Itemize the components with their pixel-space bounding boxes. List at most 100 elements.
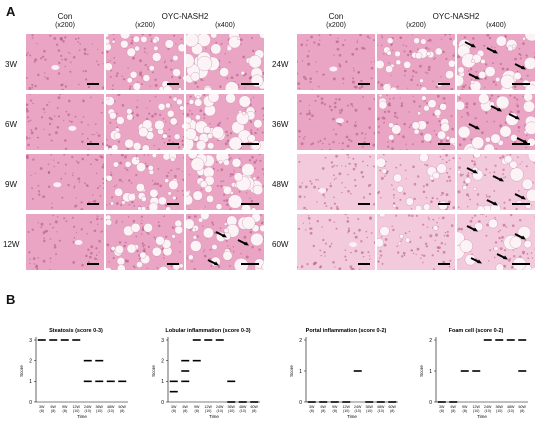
- scale-bar: [438, 203, 450, 205]
- histology-image: [25, 213, 105, 271]
- y-tick-label: 3: [29, 338, 32, 344]
- scale-bar: [241, 143, 259, 145]
- x-tick-label: (8): [252, 409, 256, 413]
- scale-bar: [358, 143, 370, 145]
- scale-bar: [438, 263, 450, 265]
- histology-image: [456, 93, 536, 151]
- histology-image: [105, 213, 185, 271]
- row-label: 12W: [3, 240, 19, 249]
- scale-bar: [512, 203, 530, 205]
- y-axis-label: Score: [151, 365, 156, 377]
- right-mag-oyc200: (x200): [376, 22, 456, 29]
- histology-image: [296, 153, 376, 211]
- x-axis-label: Time: [347, 414, 357, 419]
- x-tick-label: (10): [205, 409, 211, 413]
- x-tick-label: (10): [508, 409, 514, 413]
- y-axis-label: Score: [19, 365, 24, 377]
- row-label: 24W: [272, 60, 288, 69]
- x-tick-label: (10): [355, 409, 361, 413]
- x-tick-label: (8): [321, 409, 325, 413]
- x-tick-label: (10): [96, 409, 102, 413]
- x-tick-label: (10): [485, 409, 491, 413]
- x-tick-label: (10): [378, 409, 384, 413]
- panel-a-label: A: [6, 4, 15, 19]
- right-mag-oyc400: (x400): [456, 22, 536, 29]
- histology-image: [296, 93, 376, 151]
- scale-bar: [87, 203, 99, 205]
- row-label: 36W: [272, 120, 288, 129]
- left-mag-oyc400: (x400): [185, 22, 265, 29]
- chart-title: Lobular inflammation (score 0-3): [165, 328, 250, 334]
- scale-bar: [358, 203, 370, 205]
- x-tick-label: (10): [217, 409, 223, 413]
- y-tick-label: 0: [161, 400, 164, 406]
- y-tick-label: 1: [29, 379, 32, 385]
- row-label: 6W: [5, 120, 17, 129]
- x-tick-label: (10): [473, 409, 479, 413]
- x-tick-label: (10): [496, 409, 502, 413]
- x-tick-label: (8): [40, 409, 44, 413]
- panel-b-label: B: [6, 292, 15, 307]
- right-oyc-header: OYC-NASH2: [376, 12, 536, 21]
- scale-bar: [512, 83, 530, 85]
- x-tick-label: (10): [85, 409, 91, 413]
- scale-bar: [438, 143, 450, 145]
- y-tick-label: 2: [429, 338, 432, 344]
- x-tick-label: (8): [63, 409, 67, 413]
- y-axis-label: Score: [289, 365, 294, 377]
- left-mag-con: (x200): [25, 22, 105, 29]
- x-tick-label: (8): [520, 409, 524, 413]
- scale-bar: [167, 263, 179, 265]
- histology-image: [105, 153, 185, 211]
- scale-bar: [167, 143, 179, 145]
- row-label: 60W: [272, 240, 288, 249]
- scale-bar: [167, 203, 179, 205]
- histology-image: [376, 33, 456, 91]
- y-tick-label: 0: [429, 400, 432, 406]
- scale-bar: [512, 143, 530, 145]
- histology-image: [296, 213, 376, 271]
- histology-image: [456, 153, 536, 211]
- scale-bar: [87, 83, 99, 85]
- row-label: 48W: [272, 180, 288, 189]
- histology-image: [376, 213, 456, 271]
- y-tick-label: 1: [161, 379, 164, 385]
- x-tick-label: (8): [51, 409, 55, 413]
- y-tick-label: 3: [161, 338, 164, 344]
- histology-image: [185, 153, 265, 211]
- scale-bar: [241, 263, 259, 265]
- scale-bar: [512, 263, 530, 265]
- y-axis-label: Score: [419, 365, 424, 377]
- score-charts-svg: Steatosis (score 0-3)0123Score3W(8)6W(8)…: [8, 318, 548, 426]
- scale-bar: [358, 263, 370, 265]
- x-tick-label: (8): [451, 409, 455, 413]
- chart-title: Foam cell (score 0-2): [449, 328, 504, 334]
- y-tick-label: 2: [299, 338, 302, 344]
- x-tick-label: (8): [310, 409, 314, 413]
- x-tick-label: (8): [440, 409, 444, 413]
- histology-image: [105, 93, 185, 151]
- histology-image: [185, 93, 265, 151]
- histology-image: [185, 213, 265, 271]
- histology-image: [456, 213, 536, 271]
- left-mag-oyc200: (x200): [105, 22, 185, 29]
- scale-bar: [167, 83, 179, 85]
- scale-bar: [358, 83, 370, 85]
- x-tick-label: (8): [195, 409, 199, 413]
- y-tick-label: 0: [299, 400, 302, 406]
- histology-image: [456, 33, 536, 91]
- y-tick-label: 2: [161, 358, 164, 364]
- x-tick-label: (10): [108, 409, 114, 413]
- histology-image: [25, 93, 105, 151]
- x-tick-label: (10): [366, 409, 372, 413]
- chart-title: Steatosis (score 0-3): [49, 328, 103, 334]
- histology-image: [25, 33, 105, 91]
- left-con-header: Con: [25, 12, 105, 21]
- scale-bar: [241, 83, 259, 85]
- scale-bar: [241, 203, 259, 205]
- x-axis-label: Time: [77, 414, 87, 419]
- x-tick-label: (10): [228, 409, 234, 413]
- right-mag-con: (x200): [296, 22, 376, 29]
- x-tick-label: (10): [240, 409, 246, 413]
- x-tick-label: (8): [183, 409, 187, 413]
